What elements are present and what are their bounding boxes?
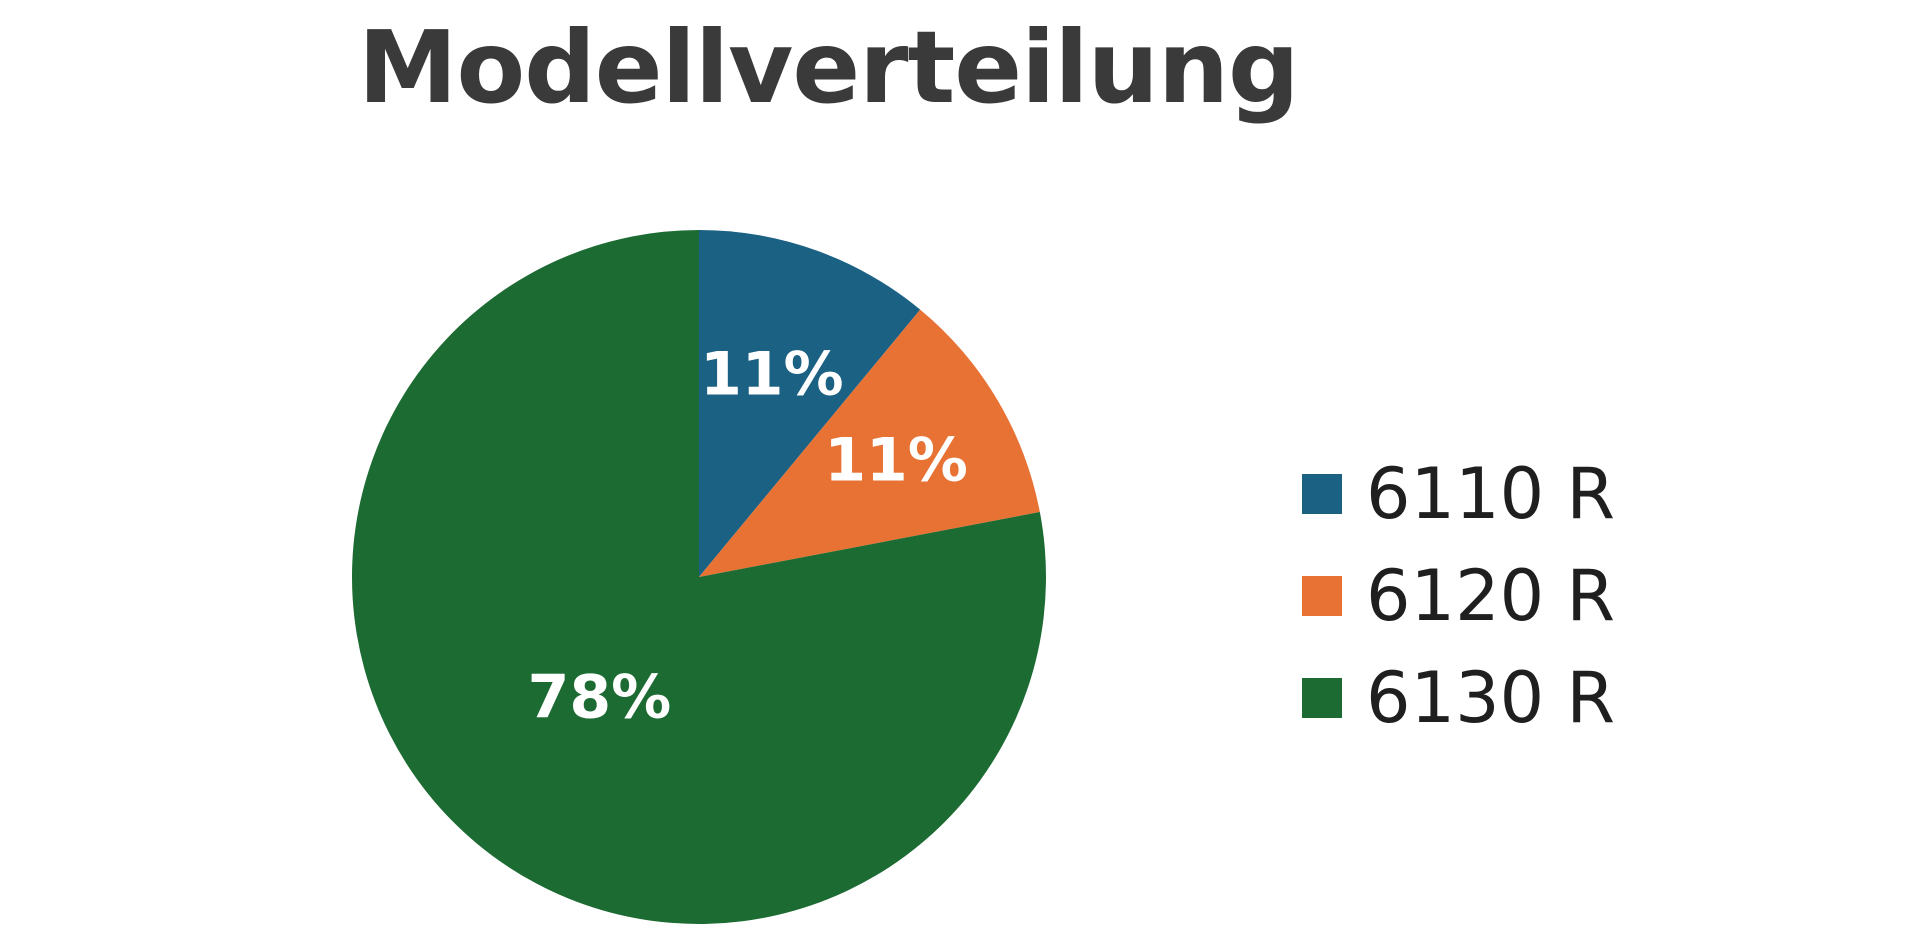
legend-label: 6120 R [1366,555,1616,637]
pie-slices [351,230,1046,924]
pie-slice-labels: 11% 11% 78% [528,340,968,733]
pie-slice-6120-r [699,309,1040,577]
pie-slice-label: 11% [824,425,968,495]
legend-swatch [1302,474,1342,514]
chart-title: Modellverteilung [358,9,1300,126]
pie-slice-6130-r [351,230,1046,924]
pie-slice-label: 11% [700,340,844,410]
legend-label: 6110 R [1366,453,1616,535]
legend-label: 6130 R [1366,657,1616,739]
legend-item: 6130 R [1302,647,1615,749]
pie-slice-label: 78% [528,662,672,732]
legend-swatch [1302,576,1342,616]
pie-slice-6110-r [699,230,921,577]
legend-swatch [1302,678,1342,718]
legend-item: 6110 R [1302,443,1615,545]
legend-item: 6120 R [1302,545,1615,647]
chart-legend: 6110 R 6120 R 6130 R [1302,443,1615,749]
